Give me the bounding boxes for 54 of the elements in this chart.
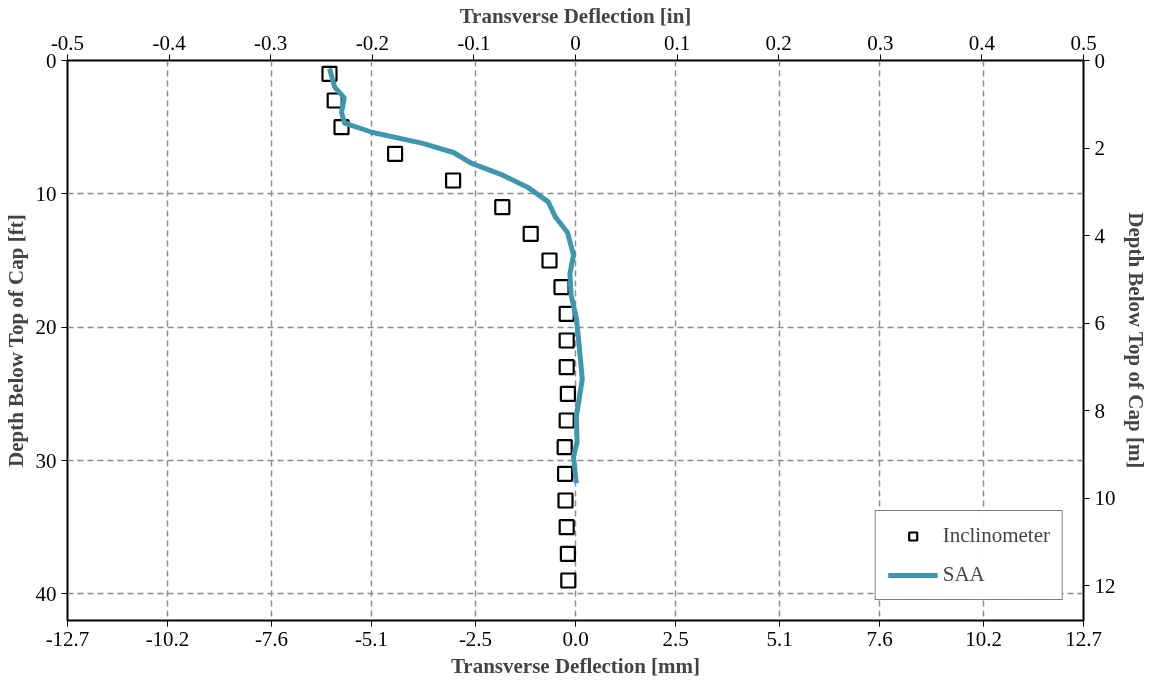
x-tick-label: -2.5 [458, 626, 493, 651]
x2-tick-label: 0.2 [765, 30, 792, 55]
y-tick-label: 40 [35, 581, 57, 606]
x2-tick-label: -0.3 [254, 30, 288, 55]
x2-tick-label: 0.1 [663, 30, 691, 55]
x-tick-label: -5.1 [354, 626, 389, 651]
point [445, 172, 462, 189]
point [560, 572, 577, 589]
x-tick-label: 5.1 [766, 626, 793, 651]
point [557, 492, 574, 509]
point [541, 252, 558, 269]
x2-tick-label: 0 [570, 30, 581, 55]
point [387, 145, 404, 162]
x2-tick-label: -0.4 [152, 30, 187, 55]
point [557, 465, 574, 482]
x2-tick-label: -0.1 [457, 30, 491, 55]
y-axis-title: Depth Below Top of Cap [ft] [3, 214, 28, 467]
x-tick-label: -12.7 [45, 626, 90, 651]
x-tick-label: 0.0 [562, 626, 589, 651]
x-tick-label: 7.6 [866, 626, 893, 651]
y2-tick-label: 10 [1094, 486, 1116, 510]
x2-axis-title: Transverse Deflection [in] [459, 3, 692, 28]
legend-label: Inclinometer [942, 523, 1050, 548]
x-tick-label: -7.6 [254, 626, 289, 651]
x-tick-label: 2.5 [662, 626, 689, 651]
x-tick-label: 10.2 [965, 626, 1002, 651]
legend-label: SAA [942, 562, 985, 587]
y2-tick-label: 6 [1094, 311, 1105, 335]
y-tick-label: 20 [35, 315, 57, 340]
y2-tick-label: 2 [1094, 136, 1105, 160]
y2-tick-label: 8 [1094, 398, 1105, 423]
x2-tick-label: -0.2 [355, 30, 389, 55]
x-tick-label: 12.7 [1065, 626, 1102, 651]
x-tick-label: -10.2 [145, 626, 190, 651]
point [494, 199, 511, 216]
y-tick-label: 30 [35, 448, 57, 473]
point [558, 359, 575, 376]
point [559, 385, 576, 402]
point [522, 225, 539, 242]
y2-tick-label: 4 [1094, 223, 1106, 248]
y-tick-label: 10 [35, 181, 57, 206]
point [556, 439, 573, 456]
y2-axis-title: Depth Below Top of Cap [m] [1123, 212, 1148, 469]
x2-tick-label: 0.3 [867, 30, 894, 55]
point [559, 545, 576, 562]
x2-tick-label: 0.4 [968, 30, 996, 55]
y2-tick-label: 0 [1094, 48, 1105, 73]
x2-tick-label: 0.5 [1070, 30, 1097, 55]
x-axis-title: Transverse Deflection [mm] [450, 653, 701, 678]
y2-tick-label: 12 [1094, 573, 1116, 598]
point [553, 279, 570, 296]
point [558, 332, 575, 349]
point [558, 412, 575, 429]
point [558, 519, 575, 536]
